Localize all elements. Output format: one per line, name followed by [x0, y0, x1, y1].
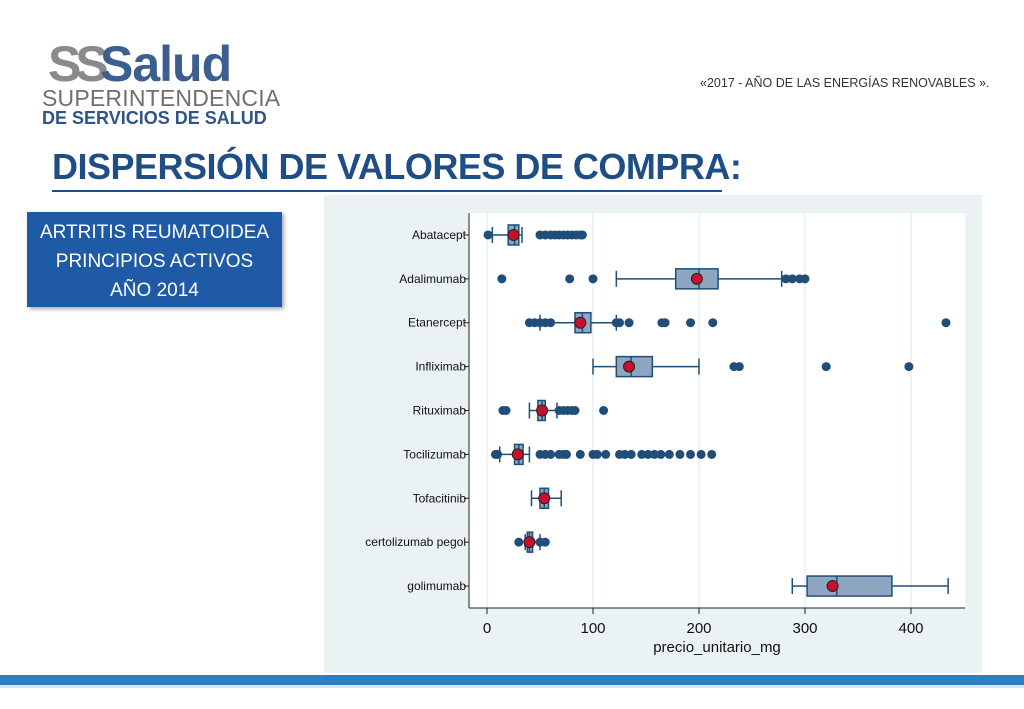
outlier-point — [787, 274, 797, 284]
outlier-point — [565, 274, 575, 284]
y-tick-label: Tofacitinib — [413, 491, 467, 505]
outlier-point — [675, 449, 685, 459]
footer-line — [0, 685, 1024, 688]
mean-marker — [690, 272, 703, 285]
outlier-point — [483, 230, 493, 240]
header-tagline: «2017 - AÑO DE LAS ENERGÍAS RENOVABLES »… — [700, 76, 990, 90]
outlier-point — [686, 449, 696, 459]
outlier-point — [626, 449, 636, 459]
y-tick-label: Infliximab — [415, 360, 466, 374]
outlier-point — [637, 449, 647, 459]
outlier-point — [686, 318, 696, 328]
x-tick-label: 200 — [686, 620, 711, 637]
outlier-point — [501, 406, 511, 415]
x-tick-label: 300 — [792, 620, 817, 637]
x-tick-label: 100 — [580, 620, 605, 637]
x-axis-title: precio_unitario_mg — [653, 639, 781, 656]
y-tick-label: Tocilizumab — [403, 447, 466, 461]
y-tick-label: Adalimumab — [399, 272, 466, 286]
logo-servicios-text: DE SERVICIOS DE SALUD — [42, 108, 267, 128]
outlier-point — [577, 230, 587, 240]
outlier-point — [800, 274, 810, 284]
outlier-point — [643, 449, 653, 459]
outlier-point — [575, 449, 585, 459]
outlier-point — [941, 318, 951, 328]
y-tick-label: Rituximab — [413, 404, 467, 418]
mean-marker — [507, 228, 520, 241]
x-tick-label: 0 — [483, 620, 491, 637]
y-tick-label: certolizumab pegol — [365, 535, 466, 549]
boxplot-chart: 0 100 200 300 400 precio_unitario_mg Abatacept… — [365, 213, 965, 656]
y-tick-label: Abatacept — [412, 228, 467, 242]
company-logo: SS Salud SUPERINTENDENCIA DE SERVICIOS D… — [42, 36, 280, 128]
y-tick-label: golimumab — [407, 579, 466, 593]
outlier-point — [588, 274, 598, 284]
outlier-point — [570, 406, 580, 415]
mean-marker — [523, 536, 536, 549]
logo-ss-mark: SS — [48, 36, 109, 92]
mean-marker — [574, 316, 587, 329]
slide-title: DISPERSIÓN DE VALORES DE COMPRA: — [52, 146, 742, 187]
outlier-point — [624, 318, 634, 328]
x-tick-label: 400 — [898, 620, 923, 637]
mean-marker — [623, 360, 636, 373]
outlier-point — [514, 537, 524, 547]
box-iqr — [806, 575, 893, 597]
label-line-2: PRINCIPIOS ACTIVOS — [55, 251, 254, 272]
outlier-point — [708, 318, 718, 328]
category-label-box: ARTRITIS REUMATOIDEA PRINCIPIOS ACTIVOS … — [27, 212, 282, 307]
outlier-point — [562, 449, 571, 459]
outlier-point — [660, 318, 670, 328]
y-tick-label: Etanercept — [408, 316, 467, 330]
chart-panel: 0 100 200 300 400 precio_unitario_mg Abatacept… — [324, 195, 982, 673]
outlier-point — [620, 449, 630, 459]
mean-marker — [511, 448, 524, 461]
logo-salud-wordmark: Salud — [100, 36, 232, 92]
outlier-point — [493, 449, 503, 459]
outlier-point — [821, 362, 831, 372]
title-underline — [52, 190, 722, 192]
mean-marker — [538, 492, 551, 505]
outlier-point — [601, 449, 611, 459]
outlier-point — [615, 318, 624, 328]
outlier-point — [656, 449, 666, 459]
outlier-point — [592, 449, 602, 459]
outlier-point — [781, 274, 791, 284]
outlier-point — [540, 537, 550, 547]
mean-marker — [536, 404, 549, 417]
outlier-point — [497, 274, 507, 284]
outlier-point — [904, 362, 914, 372]
outlier-point — [546, 318, 556, 328]
outlier-point — [649, 449, 659, 459]
mean-marker — [826, 580, 839, 593]
outlier-point — [546, 449, 556, 459]
outlier-point — [599, 406, 609, 415]
footer-bar — [0, 675, 1024, 685]
label-line-1: ARTRITIS REUMATOIDEA — [39, 222, 270, 243]
outlier-point — [664, 449, 674, 459]
label-line-3: AÑO 2014 — [110, 280, 199, 301]
outlier-point — [734, 362, 744, 372]
logo-superintendencia-text: SUPERINTENDENCIA — [42, 85, 281, 111]
outlier-point — [696, 449, 706, 459]
outlier-point — [707, 449, 717, 459]
